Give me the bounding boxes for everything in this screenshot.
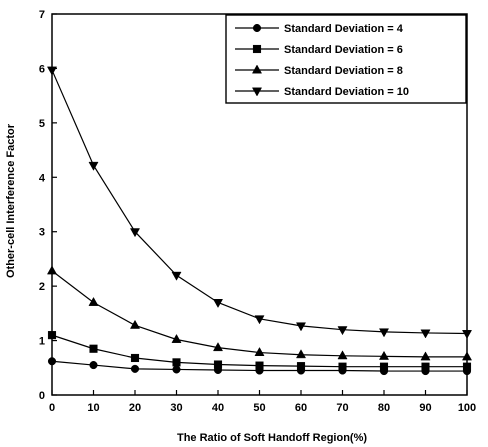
data-point xyxy=(255,361,264,370)
data-point xyxy=(171,333,182,343)
legend-marker xyxy=(251,64,263,74)
x-tick-label: 90 xyxy=(419,402,431,414)
series-layer xyxy=(46,66,473,376)
data-point xyxy=(46,66,58,76)
data-point xyxy=(129,228,141,238)
x-tick-label: 0 xyxy=(49,402,55,414)
data-point xyxy=(130,353,140,363)
data-point xyxy=(254,315,265,325)
x-tick-label: 100 xyxy=(458,402,476,414)
data-point xyxy=(378,328,390,338)
axes: 0 10 20 30 40 50 60 70 80 90 100 0 1 2 3 4 5 6 7 xyxy=(39,9,476,414)
data-point xyxy=(338,362,347,371)
x-tick-label: 10 xyxy=(87,402,99,414)
data-point xyxy=(337,350,348,360)
data-point xyxy=(421,362,430,371)
y-tick-label: 5 xyxy=(39,118,45,130)
x-tick-label: 40 xyxy=(212,402,224,414)
series-line xyxy=(51,270,467,358)
x-tick-label: 60 xyxy=(295,402,307,414)
data-point xyxy=(296,362,306,371)
data-point xyxy=(89,344,98,353)
data-point xyxy=(47,331,57,340)
data-point xyxy=(212,299,224,308)
data-point xyxy=(295,322,307,332)
data-point xyxy=(379,362,389,371)
series-2 xyxy=(47,331,472,371)
x-tick-label: 20 xyxy=(129,402,141,414)
data-point xyxy=(129,319,141,329)
data-point xyxy=(461,351,473,361)
data-point xyxy=(254,347,265,356)
series-3 xyxy=(46,265,473,361)
series-1 xyxy=(47,357,472,376)
data-point xyxy=(172,358,181,367)
data-point xyxy=(171,271,182,281)
x-tick-label: 30 xyxy=(170,402,182,414)
y-tick-label: 7 xyxy=(39,9,45,21)
data-point xyxy=(461,330,473,340)
data-point xyxy=(89,361,98,370)
series-line xyxy=(51,69,468,335)
data-point xyxy=(420,351,431,361)
data-point xyxy=(212,342,224,352)
data-point xyxy=(337,326,348,336)
x-tick-label: 70 xyxy=(336,402,348,414)
y-tick-label: 1 xyxy=(39,336,45,348)
y-axis-title: Other-cell Interference Factor xyxy=(5,123,17,278)
legend: Standard Deviation = 4 Standard Deviation… xyxy=(225,14,467,104)
data-point xyxy=(130,364,140,373)
y-tick-label: 2 xyxy=(39,281,45,293)
y-tick-label: 0 xyxy=(39,390,45,402)
legend-marker xyxy=(252,44,262,54)
legend-label: Standard Deviation = 6 xyxy=(284,44,403,56)
legend-box xyxy=(225,14,467,104)
legend-marker xyxy=(252,23,262,33)
legend-label: Standard Deviation = 4 xyxy=(284,23,404,35)
data-point xyxy=(295,349,307,359)
series-4 xyxy=(46,66,473,340)
x-tick-label: 50 xyxy=(253,402,265,414)
data-point xyxy=(88,161,99,171)
data-point xyxy=(462,362,472,371)
y-tick-label: 6 xyxy=(39,63,45,75)
data-point xyxy=(420,329,431,339)
data-point xyxy=(46,265,58,275)
y-tick-label: 4 xyxy=(39,172,46,184)
y-tick-label: 3 xyxy=(39,227,45,239)
legend-marker xyxy=(251,87,263,97)
legend-label: Standard Deviation = 8 xyxy=(284,65,403,77)
data-point xyxy=(88,296,99,306)
data-point xyxy=(47,357,57,366)
legend-label: Standard Deviation = 10 xyxy=(284,86,409,98)
x-tick-label: 80 xyxy=(378,402,390,414)
data-point xyxy=(172,365,181,374)
data-point xyxy=(378,350,390,360)
data-point xyxy=(213,360,223,369)
x-axis-title: The Ratio of Soft Handoff Region(%) xyxy=(177,432,367,444)
